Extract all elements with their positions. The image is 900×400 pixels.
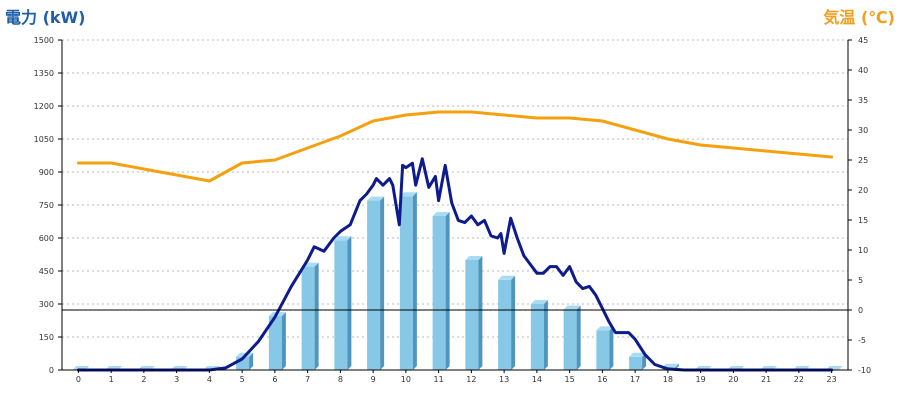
right-tick-label: 5: [858, 276, 863, 285]
left-tick-label: 0: [49, 366, 54, 375]
x-tick-label: 22: [794, 375, 804, 384]
bar-side: [478, 256, 483, 370]
x-tick-label: 8: [338, 375, 343, 384]
left-tick-label: 900: [39, 168, 54, 177]
x-tick-label: 21: [761, 375, 771, 384]
right-tick-label: -10: [858, 366, 871, 375]
left-axis-title: 電力 (kW): [5, 8, 86, 27]
bar-side: [314, 262, 319, 370]
bar-side: [609, 326, 614, 370]
bar: [334, 240, 348, 370]
right-tick-label: 15: [858, 216, 868, 225]
bar: [432, 216, 446, 370]
bar-side: [543, 300, 548, 370]
x-tick-label: 3: [174, 375, 179, 384]
x-tick-label: 14: [532, 375, 542, 384]
x-tick-label: 0: [76, 375, 81, 384]
bar-top: [367, 196, 385, 201]
x-tick-label: 20: [728, 375, 738, 384]
bar-top: [629, 352, 647, 357]
bar: [629, 356, 643, 370]
right-tick-label: 35: [858, 96, 868, 105]
left-tick-label: 150: [39, 333, 54, 342]
x-tick-label: 16: [597, 375, 607, 384]
bar-side: [412, 192, 417, 370]
left-tick-label: 300: [39, 300, 54, 309]
bar-side: [642, 352, 647, 370]
bar-top: [498, 275, 516, 280]
right-tick-label: 10: [858, 246, 868, 255]
right-tick-label: 40: [858, 66, 868, 75]
bar-side: [445, 212, 450, 370]
bar-side: [511, 275, 516, 370]
x-tick-label: 15: [565, 375, 575, 384]
x-tick-label: 23: [827, 375, 837, 384]
bar: [367, 200, 381, 370]
x-tick-label: 4: [207, 375, 212, 384]
x-tick-label: 12: [466, 375, 476, 384]
x-tick-label: 5: [240, 375, 245, 384]
bar-side: [249, 352, 254, 370]
bar: [498, 279, 512, 370]
x-tick-label: 2: [141, 375, 146, 384]
left-tick-label: 600: [39, 234, 54, 243]
bar: [399, 196, 413, 370]
temperature-line: [76, 110, 834, 183]
bar-top: [334, 236, 352, 241]
x-tick-label: 11: [434, 375, 444, 384]
bar: [301, 266, 315, 370]
x-tick-label: 6: [272, 375, 277, 384]
right-tick-label: 20: [858, 186, 868, 195]
right-tick-label: 30: [858, 126, 868, 135]
bar-top: [399, 192, 417, 197]
left-tick-label: 1500: [34, 36, 54, 45]
bar-top: [596, 326, 614, 331]
power-line: [76, 157, 834, 372]
bar-side: [281, 312, 286, 370]
bar-top: [530, 300, 548, 304]
x-tick-label: 10: [401, 375, 411, 384]
bar-top: [465, 256, 483, 260]
bar: [465, 260, 479, 370]
bar: [530, 304, 544, 370]
x-tick-label: 9: [371, 375, 376, 384]
series-lines: [76, 110, 834, 372]
tick-labels: 01503004506007509001050120013501500-10-5…: [34, 36, 871, 384]
x-tick-label: 17: [630, 375, 640, 384]
right-axis-title: 気温 (℃): [823, 8, 895, 27]
bar-side: [347, 236, 352, 370]
x-tick-label: 1: [109, 375, 114, 384]
bars: [72, 192, 843, 370]
x-tick-label: 18: [663, 375, 673, 384]
bar-side: [576, 305, 581, 370]
bar: [563, 309, 577, 370]
left-tick-label: 450: [39, 267, 54, 276]
x-tick-label: 7: [305, 375, 310, 384]
x-tick-label: 13: [499, 375, 509, 384]
left-tick-label: 1200: [34, 102, 54, 111]
left-tick-label: 1050: [34, 135, 54, 144]
x-tick-label: 19: [696, 375, 706, 384]
left-tick-label: 750: [39, 201, 54, 210]
right-tick-label: 25: [858, 156, 868, 165]
right-tick-label: 45: [858, 36, 868, 45]
bar: [268, 316, 282, 370]
bar-top: [432, 212, 450, 216]
bar-side: [380, 196, 385, 370]
bar: [596, 330, 610, 370]
axes: [58, 39, 852, 373]
bar-top: [563, 305, 581, 310]
left-tick-label: 1350: [34, 69, 54, 78]
right-tick-label: 0: [858, 306, 863, 315]
right-tick-label: -5: [858, 336, 866, 345]
grid-lines: [62, 39, 848, 338]
